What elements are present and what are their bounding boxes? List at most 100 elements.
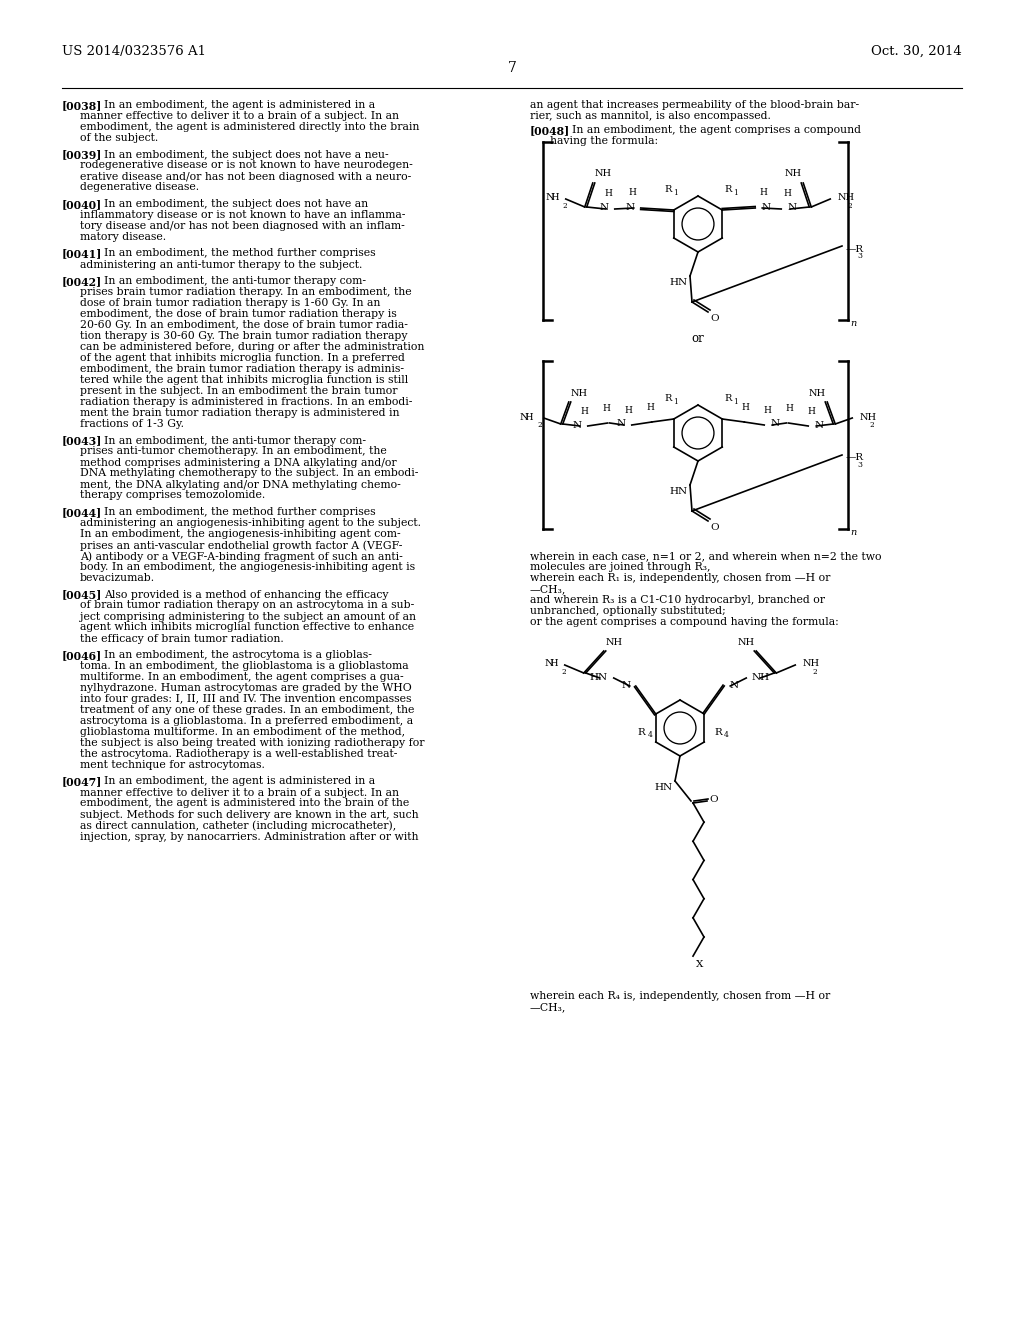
Text: 1: 1 <box>733 399 738 407</box>
Text: NH: NH <box>859 412 877 421</box>
Text: 1: 1 <box>733 189 738 197</box>
Text: In an embodiment, the anti-tumor therapy com-: In an embodiment, the anti-tumor therapy… <box>104 276 366 286</box>
Text: tory disease and/or has not been diagnosed with an inflam-: tory disease and/or has not been diagnos… <box>80 220 404 231</box>
Text: prises brain tumor radiation therapy. In an embodiment, the: prises brain tumor radiation therapy. In… <box>80 286 412 297</box>
Text: 1: 1 <box>673 189 678 197</box>
Text: N: N <box>546 194 555 202</box>
Text: NH: NH <box>737 638 755 647</box>
Text: N: N <box>814 421 823 429</box>
Text: prises an anti-vascular endothelial growth factor A (VEGF-: prises an anti-vascular endothelial grow… <box>80 540 402 550</box>
Text: can be administered before, during or after the administration: can be administered before, during or af… <box>80 342 424 352</box>
Text: [0045]: [0045] <box>62 590 102 601</box>
Text: R: R <box>725 393 732 403</box>
Text: HN: HN <box>670 487 688 496</box>
Text: H: H <box>760 187 767 197</box>
Text: N: N <box>616 420 626 429</box>
Text: toma. In an embodiment, the glioblastoma is a glioblastoma: toma. In an embodiment, the glioblastoma… <box>80 661 409 671</box>
Text: —R: —R <box>846 454 864 462</box>
Text: R: R <box>638 729 645 737</box>
Text: [0039]: [0039] <box>62 149 102 161</box>
Text: therapy comprises temozolomide.: therapy comprises temozolomide. <box>80 491 265 500</box>
Text: ject comprising administering to the subject an amount of an: ject comprising administering to the sub… <box>80 611 416 622</box>
Text: H: H <box>785 404 794 413</box>
Text: O: O <box>710 314 719 323</box>
Text: embodiment, the agent is administered into the brain of the: embodiment, the agent is administered in… <box>80 799 410 808</box>
Text: administering an angiogenesis-inhibiting agent to the subject.: administering an angiogenesis-inhibiting… <box>80 517 421 528</box>
Text: [0044]: [0044] <box>62 507 102 517</box>
Text: H: H <box>605 189 612 198</box>
Text: H: H <box>629 187 637 197</box>
Text: —CH₃,: —CH₃, <box>530 1002 566 1012</box>
Text: H: H <box>550 194 559 202</box>
Text: 4: 4 <box>648 731 652 739</box>
Text: [0041]: [0041] <box>62 248 102 260</box>
Text: H: H <box>647 403 654 412</box>
Text: H: H <box>524 412 532 421</box>
Text: manner effective to deliver it to a brain of a subject. In an: manner effective to deliver it to a brai… <box>80 111 399 121</box>
Text: astrocytoma is a glioblastoma. In a preferred embodiment, a: astrocytoma is a glioblastoma. In a pref… <box>80 715 413 726</box>
Text: n: n <box>850 528 856 537</box>
Text: 2: 2 <box>563 202 567 210</box>
Text: Oct. 30, 2014: Oct. 30, 2014 <box>871 45 962 58</box>
Text: unbranched, optionally substituted;: unbranched, optionally substituted; <box>530 606 726 616</box>
Text: In an embodiment, the angiogenesis-inhibiting agent com-: In an embodiment, the angiogenesis-inhib… <box>80 529 400 539</box>
Text: H: H <box>763 407 771 414</box>
Text: NH: NH <box>784 169 801 178</box>
Text: or: or <box>691 331 705 345</box>
Text: [0048]: [0048] <box>530 125 570 136</box>
Text: 7: 7 <box>508 61 516 75</box>
Text: tion therapy is 30-60 Gy. The brain tumor radiation therapy: tion therapy is 30-60 Gy. The brain tumo… <box>80 331 408 341</box>
Text: [0038]: [0038] <box>62 100 102 111</box>
Text: 1: 1 <box>673 399 678 407</box>
Text: —R: —R <box>846 244 864 253</box>
Text: N: N <box>787 203 797 213</box>
Text: O: O <box>709 795 718 804</box>
Text: 2: 2 <box>812 668 817 676</box>
Text: erative disease and/or has not been diagnosed with a neuro-: erative disease and/or has not been diag… <box>80 172 412 181</box>
Text: In an embodiment, the agent is administered in a: In an embodiment, the agent is administe… <box>104 776 375 787</box>
Text: of brain tumor radiation therapy on an astrocytoma in a sub-: of brain tumor radiation therapy on an a… <box>80 601 415 610</box>
Text: of the agent that inhibits microglia function. In a preferred: of the agent that inhibits microglia fun… <box>80 352 404 363</box>
Text: ment the brain tumor radiation therapy is administered in: ment the brain tumor radiation therapy i… <box>80 408 399 418</box>
Text: NH: NH <box>838 194 854 202</box>
Text: bevacizumab.: bevacizumab. <box>80 573 155 583</box>
Text: 2: 2 <box>869 421 873 429</box>
Text: degenerative disease.: degenerative disease. <box>80 182 199 193</box>
Text: H: H <box>549 660 558 668</box>
Text: wherein in each case, n=1 or 2, and wherein when n=2 the two: wherein in each case, n=1 or 2, and wher… <box>530 550 882 561</box>
Text: A) antibody or a VEGF-A-binding fragment of such an anti-: A) antibody or a VEGF-A-binding fragment… <box>80 550 402 561</box>
Text: embodiment, the dose of brain tumor radiation therapy is: embodiment, the dose of brain tumor radi… <box>80 309 396 319</box>
Text: method comprises administering a DNA alkylating and/or: method comprises administering a DNA alk… <box>80 458 396 467</box>
Text: DNA methylating chemotherapy to the subject. In an embodi-: DNA methylating chemotherapy to the subj… <box>80 469 419 479</box>
Text: In an embodiment, the subject does not have an: In an embodiment, the subject does not h… <box>104 199 368 209</box>
Text: —CH₃,: —CH₃, <box>530 583 566 594</box>
Text: administering an anti-tumor therapy to the subject.: administering an anti-tumor therapy to t… <box>80 260 362 269</box>
Text: body. In an embodiment, the angiogenesis-inhibiting agent is: body. In an embodiment, the angiogenesis… <box>80 562 415 572</box>
Text: In an embodiment, the anti-tumor therapy com-: In an embodiment, the anti-tumor therapy… <box>104 436 366 446</box>
Text: or the agent comprises a compound having the formula:: or the agent comprises a compound having… <box>530 616 839 627</box>
Text: In an embodiment, the agent is administered in a: In an embodiment, the agent is administe… <box>104 100 375 110</box>
Text: H: H <box>603 404 610 413</box>
Text: prises anti-tumor chemotherapy. In an embodiment, the: prises anti-tumor chemotherapy. In an em… <box>80 446 387 457</box>
Text: N: N <box>729 681 738 689</box>
Text: N: N <box>626 202 635 211</box>
Text: [0047]: [0047] <box>62 776 102 788</box>
Text: NH: NH <box>802 660 819 668</box>
Text: In an embodiment, the method further comprises: In an embodiment, the method further com… <box>104 248 376 259</box>
Text: 2: 2 <box>538 421 543 429</box>
Text: radiation therapy is administered in fractions. In an embodi-: radiation therapy is administered in fra… <box>80 397 413 407</box>
Text: HN: HN <box>590 672 608 681</box>
Text: H: H <box>741 403 750 412</box>
Text: NH: NH <box>752 672 769 681</box>
Text: having the formula:: having the formula: <box>550 136 658 147</box>
Text: N: N <box>545 660 554 668</box>
Text: HN: HN <box>655 783 673 792</box>
Text: the subject is also being treated with ionizing radiotherapy for: the subject is also being treated with i… <box>80 738 425 748</box>
Text: R: R <box>664 185 672 194</box>
Text: glioblastoma multiforme. In an embodiment of the method,: glioblastoma multiforme. In an embodimen… <box>80 727 406 737</box>
Text: nylhydrazone. Human astrocytomas are graded by the WHO: nylhydrazone. Human astrocytomas are gra… <box>80 682 412 693</box>
Text: and wherein R₃ is a C1-C10 hydrocarbyl, branched or: and wherein R₃ is a C1-C10 hydrocarbyl, … <box>530 595 825 605</box>
Text: HN: HN <box>670 279 688 286</box>
Text: NH: NH <box>570 389 588 399</box>
Text: manner effective to deliver it to a brain of a subject. In an: manner effective to deliver it to a brai… <box>80 788 399 797</box>
